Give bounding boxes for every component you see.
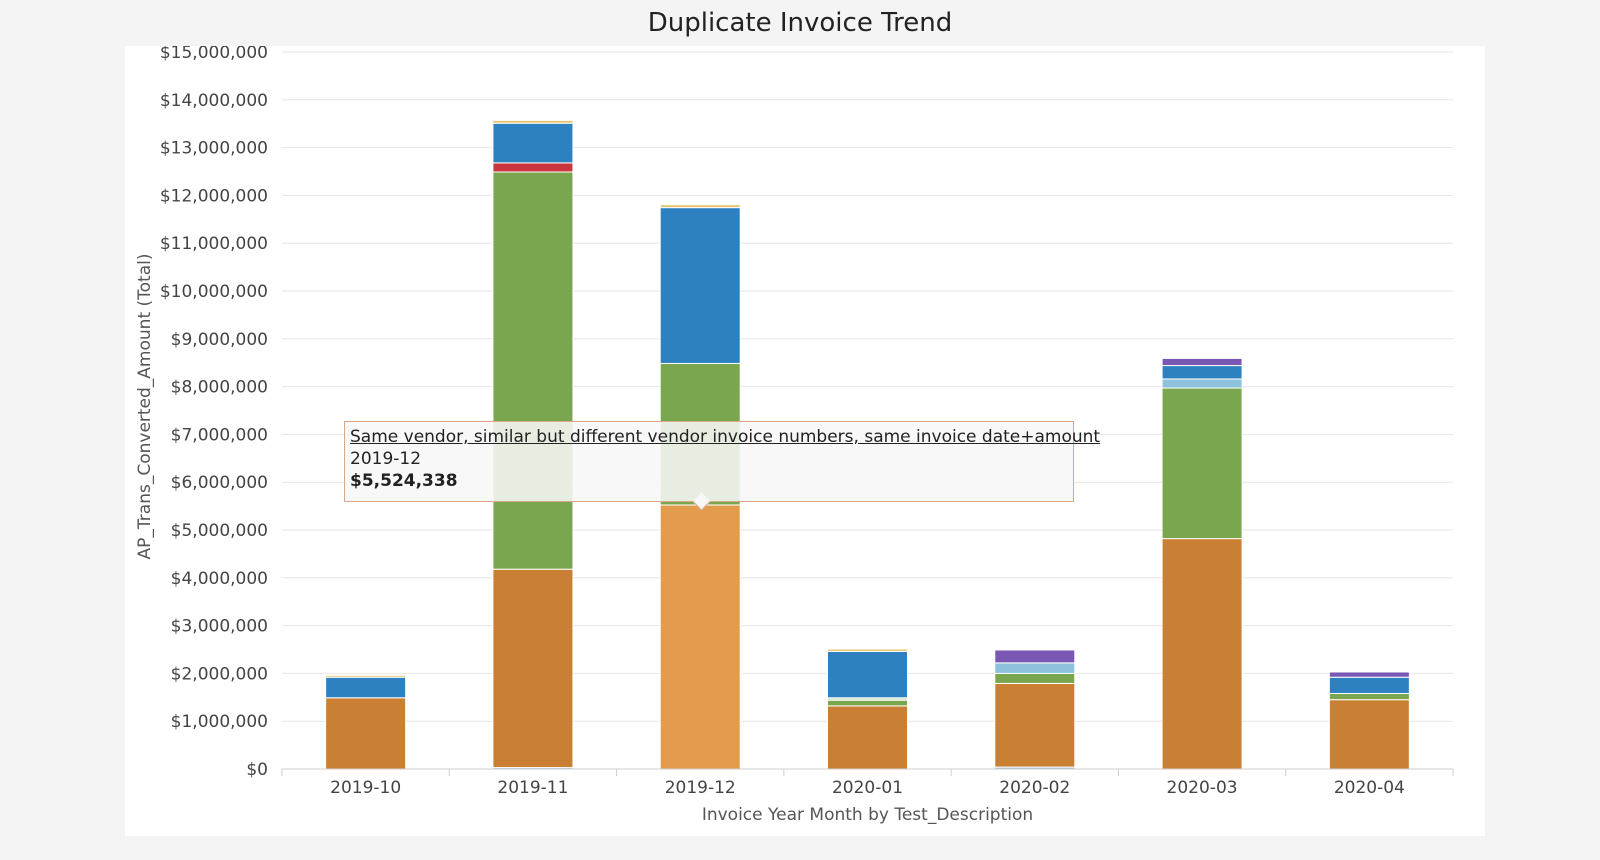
bar-segment[interactable] xyxy=(1328,699,1410,770)
y-tick-label: $13,000,000 xyxy=(160,139,268,159)
y-tick-label: $6,000,000 xyxy=(171,473,268,493)
x-tick-label: 2019-12 xyxy=(665,778,736,798)
chart-title: Duplicate Invoice Trend xyxy=(647,8,953,38)
bar-segment[interactable] xyxy=(827,650,908,699)
bar-segment[interactable] xyxy=(1161,357,1243,367)
y-tick-label: $14,000,000 xyxy=(160,91,268,111)
bar-segment[interactable] xyxy=(994,662,1076,674)
bar-segment[interactable] xyxy=(827,699,908,707)
bar-segment[interactable] xyxy=(492,162,574,173)
y-axis-title: AP_Trans_Converted_Amount (Total) xyxy=(135,254,155,560)
y-tick-label: $10,000,000 xyxy=(160,282,268,302)
tooltip-value: $5,524,338 xyxy=(350,471,458,491)
y-tick-label: $5,000,000 xyxy=(171,521,268,541)
y-tick-label: $3,000,000 xyxy=(171,617,268,637)
y-tick-label: $4,000,000 xyxy=(171,569,268,589)
x-tick-label: 2020-04 xyxy=(1334,778,1405,798)
bar-segment[interactable] xyxy=(827,648,908,652)
tooltip-category: 2019-12 xyxy=(350,449,422,469)
bar-segment[interactable] xyxy=(659,504,741,770)
tooltip-series-label: Same vendor, similar but different vendo… xyxy=(350,427,1101,447)
x-tick-label: 2019-10 xyxy=(330,778,401,798)
bar-segment[interactable] xyxy=(827,705,908,770)
bar-segment[interactable] xyxy=(492,568,574,769)
y-tick-label: $9,000,000 xyxy=(171,330,268,350)
y-tick-label: $0 xyxy=(246,760,268,780)
bar-layer xyxy=(325,119,1410,770)
x-tick-label: 2020-02 xyxy=(999,778,1070,798)
bar-segment[interactable] xyxy=(994,682,1076,768)
y-tick-label: $2,000,000 xyxy=(171,664,268,684)
bar-segment[interactable] xyxy=(492,171,574,570)
bar-segment[interactable] xyxy=(1328,676,1410,694)
y-tick-label: $11,000,000 xyxy=(160,234,268,254)
x-tick-label: 2019-11 xyxy=(497,778,568,798)
y-tick-label: $7,000,000 xyxy=(171,425,268,445)
chart-tooltip: Same vendor, similar but different vendo… xyxy=(344,421,1101,511)
chart-svg: $0 $1,000,000 $2,000,000 $3,000,000 $4,000,0… xyxy=(135,46,1454,825)
x-tick-label: 2020-01 xyxy=(832,778,903,798)
y-tick-label: $1,000,000 xyxy=(171,712,268,732)
y-tick-label: $12,000,000 xyxy=(160,186,268,206)
x-axis-title: Invoice Year Month by Test_Description xyxy=(702,805,1033,825)
y-tick-label: $15,000,000 xyxy=(160,46,268,63)
bar-segment[interactable] xyxy=(994,672,1076,684)
bar-segment[interactable] xyxy=(1161,378,1243,389)
bar-segment[interactable] xyxy=(325,676,407,699)
bar-segment[interactable] xyxy=(659,207,741,364)
bar-segment[interactable] xyxy=(325,674,407,678)
bar-segment[interactable] xyxy=(1328,692,1410,701)
bar-segment[interactable] xyxy=(659,204,741,209)
bar-segment[interactable] xyxy=(1161,387,1243,540)
bar-segment[interactable] xyxy=(1328,671,1410,678)
bar-segment[interactable] xyxy=(492,119,574,124)
bar-segment[interactable] xyxy=(994,649,1076,664)
bar-segment[interactable] xyxy=(325,697,407,770)
axis-layer: $0 $1,000,000 $2,000,000 $3,000,000 $4,000,0… xyxy=(160,46,1454,798)
x-tick-label: 2020-03 xyxy=(1167,778,1238,798)
bar-segment[interactable] xyxy=(1161,538,1243,770)
y-tick-label: $8,000,000 xyxy=(171,378,268,398)
bar-segment[interactable] xyxy=(492,122,574,164)
bar-segment[interactable] xyxy=(1161,365,1243,380)
